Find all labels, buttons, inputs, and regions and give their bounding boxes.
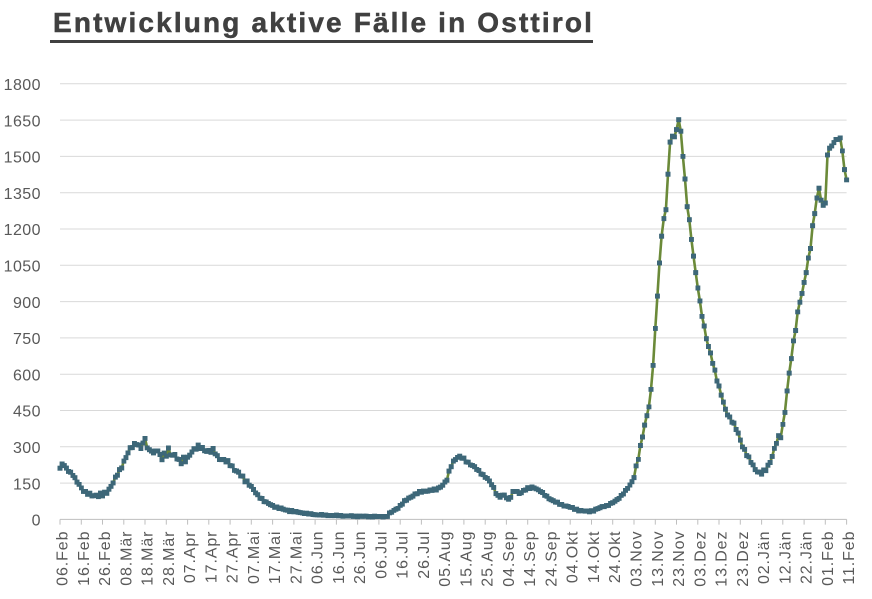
svg-text:16.Jul: 16.Jul bbox=[395, 531, 412, 579]
svg-text:450: 450 bbox=[13, 404, 41, 421]
svg-text:17.Mai: 17.Mai bbox=[267, 531, 284, 584]
svg-text:1800: 1800 bbox=[4, 77, 41, 94]
svg-text:07.Apr: 07.Apr bbox=[182, 531, 199, 584]
svg-text:06.Jun: 06.Jun bbox=[310, 531, 327, 584]
svg-text:0: 0 bbox=[32, 513, 41, 530]
svg-text:06.Jul: 06.Jul bbox=[373, 531, 390, 579]
svg-text:600: 600 bbox=[13, 367, 41, 384]
svg-text:27.Mai: 27.Mai bbox=[288, 531, 305, 584]
svg-text:18.Mär: 18.Mär bbox=[140, 531, 157, 586]
svg-text:1050: 1050 bbox=[4, 259, 41, 276]
svg-text:1200: 1200 bbox=[4, 222, 41, 239]
svg-text:27.Apr: 27.Apr bbox=[225, 531, 242, 584]
svg-text:26.Jun: 26.Jun bbox=[352, 531, 369, 584]
svg-text:750: 750 bbox=[13, 331, 41, 348]
svg-text:26.Feb: 26.Feb bbox=[97, 531, 114, 586]
svg-text:15.Aug: 15.Aug bbox=[458, 531, 475, 587]
svg-text:03.Dez: 03.Dez bbox=[692, 531, 709, 587]
svg-text:900: 900 bbox=[13, 295, 41, 312]
svg-text:16.Jun: 16.Jun bbox=[331, 531, 348, 584]
svg-text:04.Sep: 04.Sep bbox=[501, 531, 518, 587]
svg-text:08.Mär: 08.Mär bbox=[118, 531, 135, 586]
svg-text:14.Okt: 14.Okt bbox=[586, 531, 603, 584]
svg-text:02.Jän: 02.Jän bbox=[756, 531, 773, 584]
svg-text:25.Aug: 25.Aug bbox=[480, 531, 497, 587]
svg-text:1650: 1650 bbox=[4, 113, 41, 130]
svg-text:06.Feb: 06.Feb bbox=[55, 531, 72, 586]
svg-text:26.Jul: 26.Jul bbox=[416, 531, 433, 579]
svg-text:300: 300 bbox=[13, 440, 41, 457]
svg-text:17.Apr: 17.Apr bbox=[203, 531, 220, 584]
svg-text:01.Feb: 01.Feb bbox=[820, 531, 837, 586]
svg-text:1500: 1500 bbox=[4, 150, 41, 167]
svg-text:13.Nov: 13.Nov bbox=[650, 531, 667, 587]
svg-text:13.Dez: 13.Dez bbox=[714, 531, 731, 587]
svg-text:14.Sep: 14.Sep bbox=[522, 531, 539, 587]
svg-text:24.Sep: 24.Sep bbox=[544, 531, 561, 587]
svg-text:12.Jän: 12.Jän bbox=[777, 531, 794, 584]
svg-text:05.Aug: 05.Aug bbox=[437, 531, 454, 587]
svg-text:150: 150 bbox=[13, 476, 41, 493]
svg-text:22.Jän: 22.Jän bbox=[799, 531, 816, 584]
svg-text:03.Nov: 03.Nov bbox=[629, 531, 646, 587]
svg-text:24.Okt: 24.Okt bbox=[607, 531, 624, 584]
svg-text:16.Feb: 16.Feb bbox=[76, 531, 93, 586]
svg-text:28.Mär: 28.Mär bbox=[161, 531, 178, 586]
svg-text:23.Nov: 23.Nov bbox=[671, 531, 688, 587]
svg-text:04.Okt: 04.Okt bbox=[565, 531, 582, 584]
svg-text:1350: 1350 bbox=[4, 186, 41, 203]
svg-text:11.Feb: 11.Feb bbox=[841, 531, 858, 585]
svg-text:23.Dez: 23.Dez bbox=[735, 531, 752, 587]
svg-text:07.Mai: 07.Mai bbox=[246, 531, 263, 584]
